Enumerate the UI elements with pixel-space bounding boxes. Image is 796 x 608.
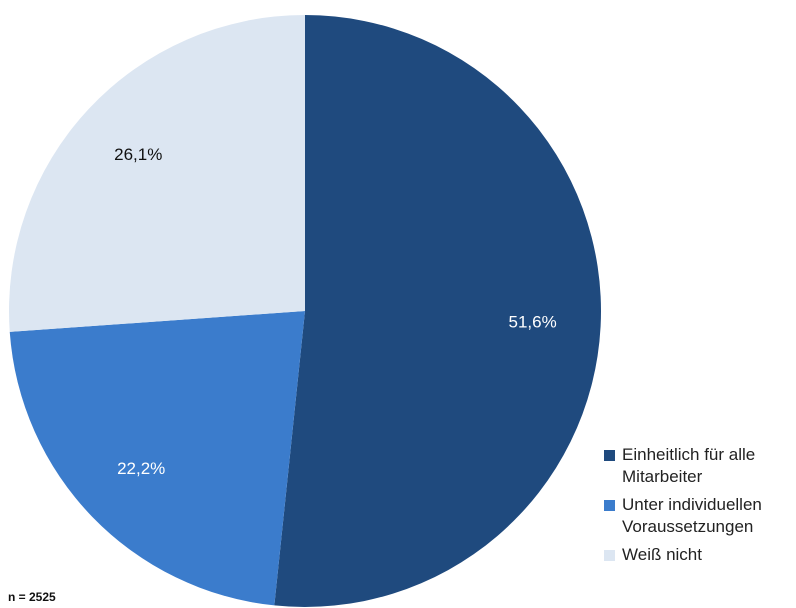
legend-swatch-einheitlich (604, 450, 615, 461)
legend-swatch-individuell (604, 500, 615, 511)
legend-swatch-weiss-nicht (604, 550, 615, 561)
legend: Einheitlich für alle Mitarbeiter Unter i… (604, 444, 794, 572)
pie-slice-individuell (9, 311, 305, 606)
legend-item-weiss-nicht: Weiß nicht (604, 544, 794, 566)
data-label-weiss-nicht: 26,1% (114, 145, 162, 164)
sample-size-note: n = 2525 (8, 590, 56, 604)
legend-item-individuell: Unter individuellen Voraussetzungen (604, 494, 794, 538)
pie-slice-weiss-nicht (8, 15, 305, 332)
data-label-einheitlich: 51,6% (509, 312, 557, 331)
pie-slice-einheitlich (274, 15, 602, 607)
legend-label-einheitlich: Einheitlich für alle Mitarbeiter (622, 445, 756, 486)
legend-label-individuell: Unter individuellen Voraussetzungen (622, 495, 762, 536)
legend-item-einheitlich: Einheitlich für alle Mitarbeiter (604, 444, 794, 488)
data-label-individuell: 22,2% (117, 459, 165, 478)
legend-label-weiss-nicht: Weiß nicht (622, 545, 702, 564)
